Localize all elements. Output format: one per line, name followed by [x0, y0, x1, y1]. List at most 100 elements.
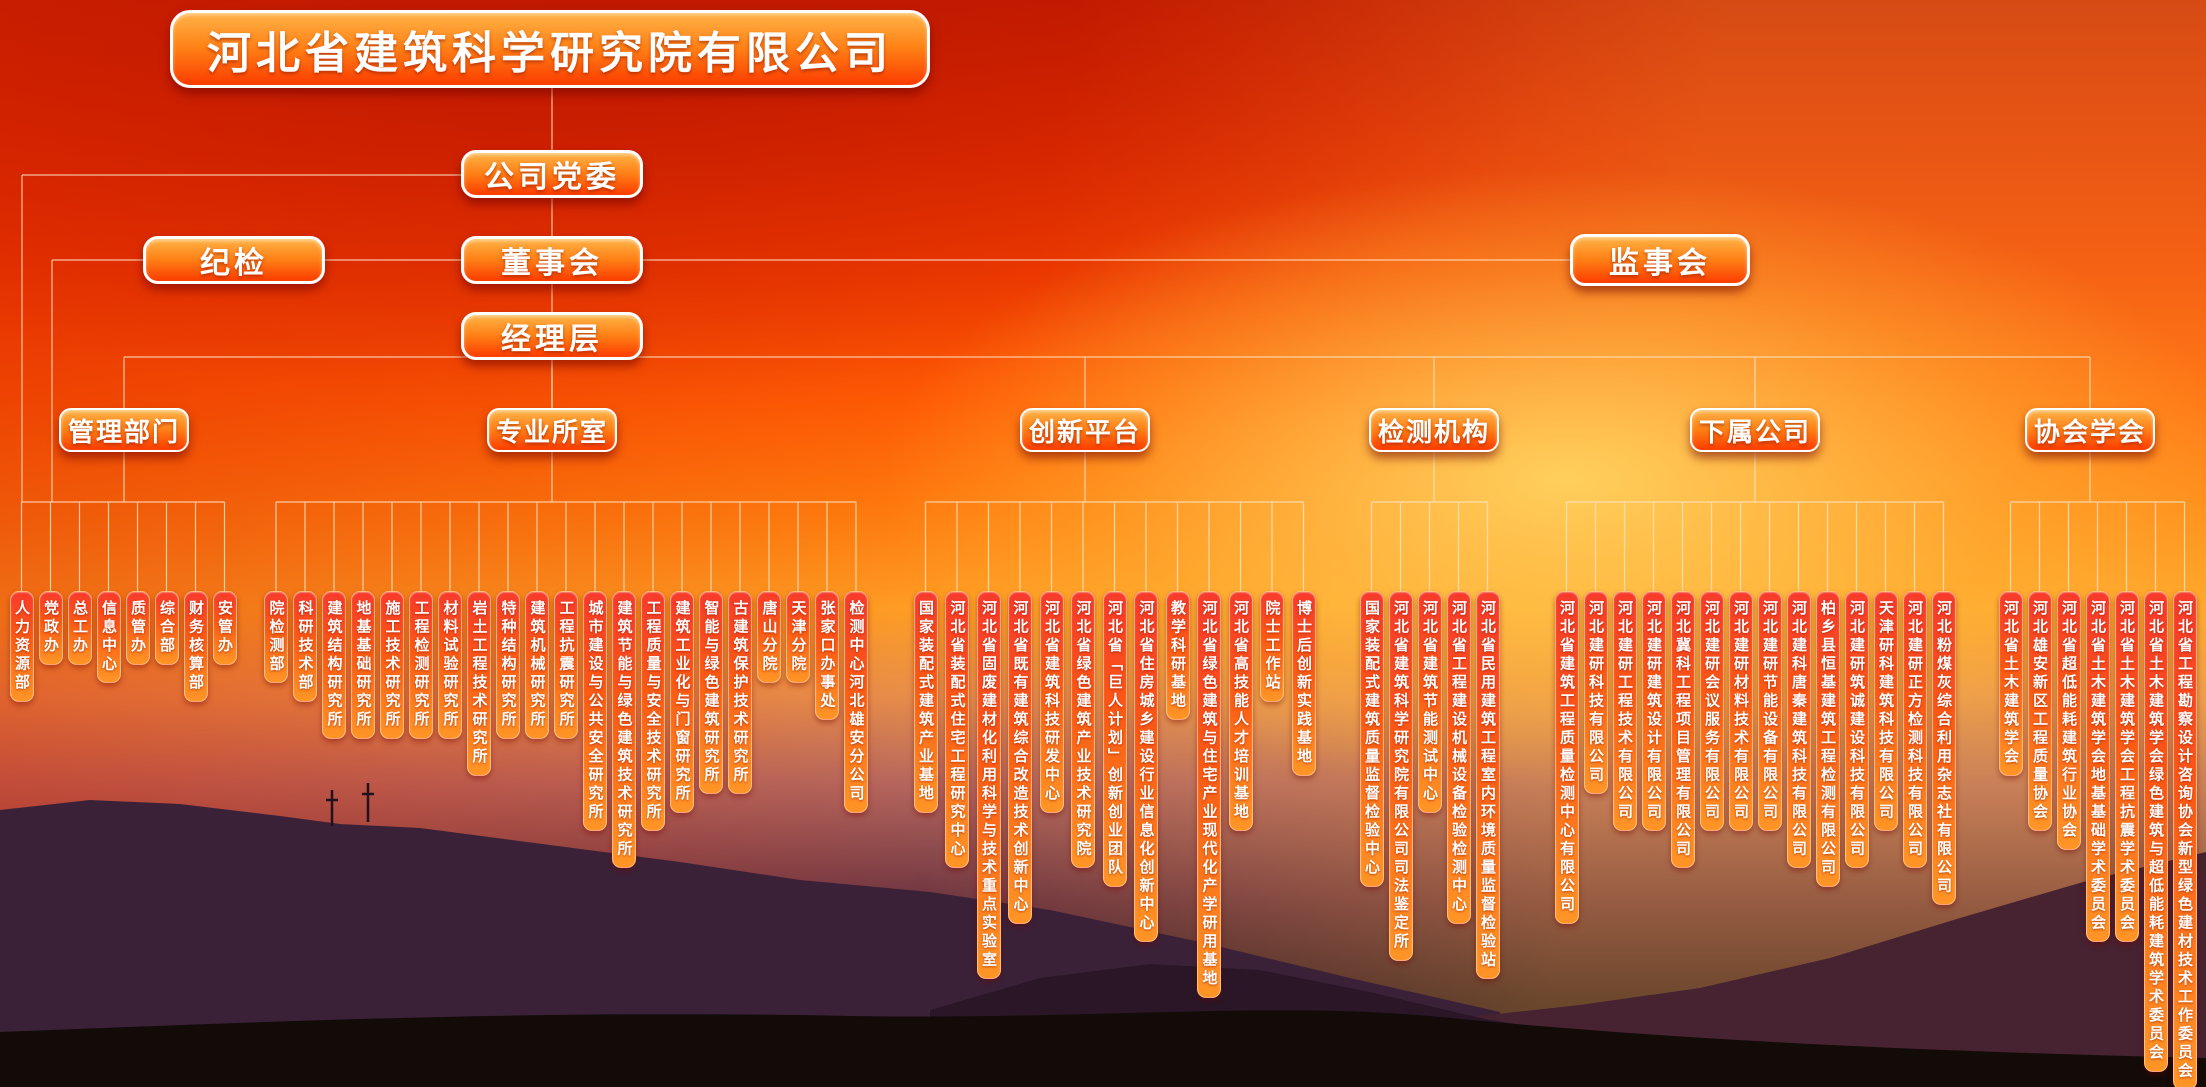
- org-child-label: 河北建研筑诚建设科技有限公司: [1848, 600, 1865, 859]
- org-child-box: 唐山分院: [757, 591, 781, 683]
- org-child-label: 总工办: [71, 600, 88, 656]
- radio-antenna-icon: [326, 783, 374, 826]
- org-child-box: 河北省「巨人计划」创新创业团队: [1102, 591, 1127, 887]
- org-child-box: 教学科研基地: [1165, 591, 1190, 720]
- org-child-label: 河北省民用建筑工程室内环境质量监督检验站: [1479, 600, 1496, 970]
- org-child-box: 博士后创新实践基地: [1291, 591, 1316, 776]
- org-child-box: 河北省建筑科学研究院有限公司司法鉴定所: [1388, 591, 1413, 961]
- org-child-box: 财务核算部: [183, 591, 208, 702]
- org-child-label: 河北省既有建筑综合改造技术创新中心: [1011, 600, 1029, 915]
- org-child-box: 城市建设与公共安全研究所: [583, 591, 607, 831]
- org-child-label: 河北省建筑节能测试中心: [1421, 600, 1438, 804]
- org-child-label: 建筑结构研究所: [325, 600, 343, 730]
- branch-header-professional-offices: 专业所室: [487, 408, 617, 452]
- foreground-hill: [0, 1010, 2206, 1087]
- org-child-box: 河北建研建筑设计有限公司: [1641, 591, 1666, 831]
- org-child-box: 河北省建筑工程质量检测中心有限公司: [1554, 591, 1579, 924]
- org-child-label: 财务核算部: [187, 600, 204, 693]
- org-child-label: 材料试验研究所: [441, 600, 459, 730]
- org-child-box: 检测中心河北雄安分公司: [844, 591, 868, 813]
- org-child-box: 河北建研工程技术有限公司: [1612, 591, 1637, 831]
- org-child-label: 天津分院: [789, 600, 807, 674]
- org-child-box: 总工办: [67, 591, 92, 665]
- org-child-label: 安管办: [216, 600, 233, 656]
- org-child-box: 人力资源部: [9, 591, 34, 702]
- org-child-label: 河北省超低能耗建筑行业协会: [2060, 600, 2077, 841]
- org-child-label: 博士后创新实践基地: [1295, 600, 1312, 767]
- org-child-box: 建筑机械研究所: [525, 591, 549, 739]
- org-child-box: 河北省工程建设机械设备检验检测中心: [1446, 591, 1471, 924]
- org-child-label: 河北建科唐秦建筑科技有限公司: [1790, 600, 1807, 859]
- org-child-box: 河北省绿色建筑与住宅产业现代化产学研用基地: [1197, 591, 1221, 998]
- org-child-box: 工程检测研究所: [409, 591, 433, 739]
- org-child-box: 天津分院: [786, 591, 810, 683]
- org-child-box: 河北省工程勘察设计咨询协会新型绿色建材技术工作委员会: [2172, 591, 2197, 1087]
- org-child-label: 科研技术部: [296, 600, 314, 693]
- org-child-box: 河北省装配式住宅工程研究中心: [945, 591, 969, 868]
- org-child-label: 河北省工程勘察设计咨询协会新型绿色建材技术工作委员会: [2176, 600, 2193, 1081]
- org-child-box: 河北建科唐秦建筑科技有限公司: [1786, 591, 1811, 868]
- org-child-label: 唐山分院: [760, 600, 778, 674]
- org-child-box: 河北建研正方检测科技有限公司: [1902, 591, 1927, 868]
- org-child-label: 河北建研材料技术有限公司: [1732, 600, 1749, 822]
- org-child-box: 河北省既有建筑综合改造技术创新中心: [1008, 591, 1032, 924]
- org-child-box: 河北建研节能设备有限公司: [1757, 591, 1782, 831]
- org-child-box: 河北省土木建筑学会绿色建筑与超低能耗建筑学术委员会: [2143, 591, 2168, 1072]
- org-child-label: 人力资源部: [13, 600, 30, 693]
- org-child-box: 河北省土木建筑学会: [1998, 591, 2023, 776]
- org-child-box: 河北建研科技有限公司: [1583, 591, 1608, 794]
- org-child-box: 河北省建筑节能测试中心: [1417, 591, 1442, 813]
- org-child-box: 院士工作站: [1260, 591, 1284, 702]
- org-child-label: 城市建设与公共安全研究所: [586, 600, 604, 822]
- org-child-box: 信息中心: [96, 591, 121, 683]
- org-child-label: 建筑节能与绿色建筑技术研究所: [615, 600, 633, 859]
- org-child-label: 施工技术研究所: [383, 600, 401, 730]
- org-child-label: 河北建研工程技术有限公司: [1616, 600, 1633, 822]
- org-child-box: 河北省固废建材化利用科学与技术重点实验室: [976, 591, 1001, 979]
- org-child-label: 党政办: [42, 600, 59, 656]
- org-child-box: 国家装配式建筑产业基地: [913, 591, 938, 813]
- branch-header-innovation-platforms: 创新平台: [1020, 408, 1150, 452]
- org-child-label: 张家口办事处: [818, 600, 836, 711]
- org-child-box: 柏乡县恒基建筑工程检测有限公司: [1815, 591, 1840, 887]
- org-child-box: 建筑工业化与门窗研究所: [670, 591, 694, 813]
- org-child-label: 检测中心河北雄安分公司: [847, 600, 865, 804]
- org-child-box: 工程质量与安全技术研究所: [641, 591, 665, 831]
- org-child-label: 柏乡县恒基建筑工程检测有限公司: [1819, 600, 1836, 878]
- org-child-box: 河北省住房城乡建设行业信息化创新中心: [1134, 591, 1158, 942]
- org-child-label: 河北省绿色建筑与住宅产业现代化产学研用基地: [1200, 600, 1218, 989]
- node-board-of-supervisors: 监事会: [1570, 234, 1750, 286]
- org-child-label: 河北省「巨人计划」创新创业团队: [1106, 600, 1123, 878]
- org-child-label: 河北建研建筑设计有限公司: [1645, 600, 1662, 822]
- org-child-label: 特种结构研究所: [499, 600, 517, 730]
- org-title: 河北省建筑科学研究院有限公司: [170, 10, 930, 88]
- org-child-label: 质管办: [129, 600, 146, 656]
- org-child-label: 工程检测研究所: [412, 600, 430, 730]
- org-child-label: 古建筑保护技术研究所: [731, 600, 749, 785]
- org-child-label: 河北省土木建筑学会工程抗震学术委员会: [2118, 600, 2135, 933]
- node-board-of-directors: 董事会: [461, 236, 643, 284]
- org-child-box: 建筑节能与绿色建筑技术研究所: [612, 591, 636, 868]
- org-child-box: 河北省高技能人才培训基地: [1228, 591, 1253, 831]
- org-child-label: 河北省工程建设机械设备检验检测中心: [1450, 600, 1467, 915]
- org-child-label: 河北省建筑科技研发中心: [1043, 600, 1060, 804]
- org-child-label: 工程抗震研究所: [557, 600, 575, 730]
- org-child-box: 综合部: [154, 591, 179, 665]
- org-child-label: 河北粉煤灰综合利用杂志社有限公司: [1935, 600, 1952, 896]
- branch-header-subsidiaries: 下属公司: [1690, 408, 1820, 452]
- org-child-label: 河北省建筑工程质量检测中心有限公司: [1558, 600, 1575, 915]
- org-child-label: 国家装配式建筑产业基地: [917, 600, 934, 804]
- org-child-box: 工程抗震研究所: [554, 591, 578, 739]
- org-child-label: 院士工作站: [1263, 600, 1281, 693]
- branch-header-associations: 协会学会: [2025, 408, 2155, 452]
- org-child-box: 材料试验研究所: [438, 591, 462, 739]
- org-child-label: 院检测部: [267, 600, 285, 674]
- org-child-label: 河北建研科技有限公司: [1587, 600, 1604, 785]
- org-child-box: 河北粉煤灰综合利用杂志社有限公司: [1931, 591, 1956, 905]
- org-child-box: 河北雄安新区工程质量协会: [2027, 591, 2052, 831]
- org-child-label: 河北雄安新区工程质量协会: [2031, 600, 2048, 822]
- org-child-box: 岩土工程技术研究所: [467, 591, 491, 776]
- node-discipline-inspection: 纪检: [143, 236, 325, 284]
- org-child-label: 建筑机械研究所: [528, 600, 546, 730]
